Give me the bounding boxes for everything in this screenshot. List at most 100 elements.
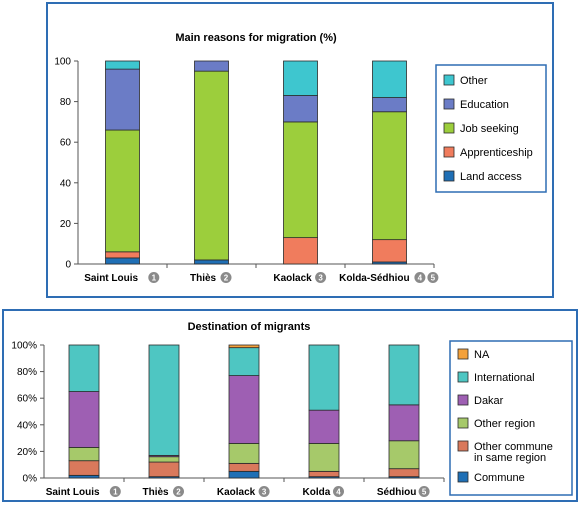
category-badge-1: 1 [148, 272, 160, 283]
bar-segment-other-saint-louis [105, 60, 140, 70]
y-tick-label: 40% [17, 420, 37, 431]
chart-title: Destination of migrants [188, 321, 311, 333]
bar-segment-international-saint-louis [68, 344, 100, 392]
badge-number: 3 [262, 488, 267, 497]
y-tick-label: 20% [17, 447, 37, 458]
chart-panel-destination: Destination of migrants 0% 20% 40% 60% 80% 100… [2, 309, 578, 502]
badge-number: 5 [431, 274, 436, 283]
y-tick-label: 100 [54, 57, 71, 68]
badge-circle [315, 272, 327, 283]
bar-segment-dakar-sedhiou [388, 404, 420, 442]
badge-number: 3 [318, 274, 323, 283]
y-tick-label: 80% [17, 367, 37, 378]
bar-segment-apprenticeship-kaolack [283, 237, 318, 265]
bar-segment-international-sedhiou [388, 344, 420, 406]
legend-label-other-commune-in-same-region: Other commune in same region [474, 441, 553, 464]
bar-segment-other-kolda-sedhiou [372, 60, 407, 98]
legend-swatch-education [443, 98, 455, 110]
bar-segment-international-kolda [308, 344, 340, 411]
x-category-label-kaolack: Kaolack [273, 273, 312, 284]
category-badge-3: 3 [258, 486, 270, 497]
bar-segment-other-region-sedhiou [388, 440, 420, 470]
bar-segment-other-commune-in-same-region-kolda [308, 470, 340, 478]
x-category-label-thies: Thiès [190, 273, 217, 284]
legend-swatch-other-commune-in-same-region [457, 440, 469, 452]
y-tick-label: 60% [17, 394, 37, 405]
bar-segment-dakar-kaolack [228, 375, 260, 444]
legend-swatch-dakar [457, 394, 469, 406]
bar-segment-commune-kaolack [228, 470, 260, 479]
badge-circle [220, 272, 232, 283]
legend: Other Education Job seeking Apprenticeship L… [435, 64, 547, 193]
y-tick-label: 20 [60, 219, 72, 230]
badge-number: 2 [176, 488, 181, 497]
bar-segment-education-kaolack [283, 95, 318, 123]
legend-label-dakar: Dakar [474, 395, 504, 407]
legend-label-international: International [474, 372, 535, 384]
legend-label-job-seeking: Job seeking [460, 123, 519, 135]
category-badge-5: 5 [418, 486, 430, 497]
legend: NA International Dakar Other region Other c… [449, 340, 573, 496]
bar-segment-international-kaolack [228, 347, 260, 376]
destination-chart: Destination of migrants 0% 20% 40% 60% 80% 100… [11, 321, 573, 498]
legend-swatch-other [443, 74, 455, 86]
bar-segment-education-thies [194, 60, 229, 72]
bar-segment-job-seeking-kolda-sedhiou [372, 111, 407, 241]
x-category-label-thies: Thiès [143, 487, 170, 498]
legend-label-other: Other [460, 75, 488, 87]
bar-segment-job-seeking-saint-louis [105, 129, 140, 253]
y-tick-label: 80 [60, 97, 72, 108]
category-badge-4: 4 [414, 272, 426, 283]
legend-swatch-apprenticeship [443, 146, 455, 158]
badge-number: 2 [224, 274, 229, 283]
badge-number: 4 [418, 274, 423, 283]
category-badge-4: 4 [333, 486, 344, 497]
badge-number: 1 [152, 274, 157, 283]
bar-segment-education-saint-louis [105, 68, 140, 131]
legend-swatch-land-access [443, 170, 455, 182]
legend-swatch-commune [457, 471, 469, 483]
bar-segment-other-commune-in-same-region-thies [148, 461, 180, 478]
bar-segment-other-commune-in-same-region-kaolack [228, 462, 260, 472]
y-tick-label: 40 [60, 178, 72, 189]
badge-circle [173, 486, 184, 497]
legend-label-other-region: Other region [474, 418, 535, 430]
bar-segment-other-region-kolda [308, 443, 340, 472]
bar-segment-land-access-saint-louis [105, 257, 140, 265]
legend-swatch-other-region [457, 417, 469, 429]
legend-label-apprenticeship: Apprenticeship [460, 147, 533, 159]
bar-segment-land-access-thies [194, 259, 229, 265]
bar-segment-education-kolda-sedhiou [372, 97, 407, 113]
bar-segment-apprenticeship-kolda-sedhiou [372, 239, 407, 263]
bar-segment-apprenticeship-saint-louis [105, 251, 140, 259]
legend-label-commune: Commune [474, 472, 525, 484]
badge-circle [148, 272, 160, 283]
bar-segment-other-kaolack [283, 60, 318, 96]
y-tick-label: 0% [23, 474, 38, 485]
legend-label-na: NA [474, 349, 490, 361]
x-category-label-kolda: Kolda [303, 487, 331, 498]
category-badge-1: 1 [109, 486, 121, 497]
y-tick-label: 100% [11, 341, 37, 352]
bar-segment-dakar-kolda [308, 409, 340, 444]
x-category-label-kaolack: Kaolack [217, 487, 256, 498]
badge-circle [414, 272, 426, 283]
x-category-label-kolda-sedhiou: Kolda-Sédhiou [339, 273, 410, 284]
chart-title: Main reasons for migration (%) [175, 32, 337, 44]
legend-label-education: Education [460, 99, 509, 111]
bar-segment-international-thies [148, 344, 180, 456]
y-tick-label: 0 [65, 260, 71, 271]
migration-reasons-chart: Main reasons for migration (%) 0 20 40 60 80 1… [54, 32, 547, 284]
bar-segment-other-region-kaolack [228, 443, 260, 464]
legend-swatch-job-seeking [443, 122, 455, 134]
category-badge-5: 5 [427, 272, 439, 283]
bar-segment-other-region-thies [148, 456, 180, 463]
badge-circle [427, 272, 439, 283]
category-badge-2: 2 [173, 486, 184, 497]
legend-swatch-na [457, 348, 469, 360]
x-category-label-sedhiou: Sédhiou [377, 487, 416, 498]
chart-panel-migration-reasons: Main reasons for migration (%) 0 20 40 60 80 1… [46, 2, 554, 298]
badge-number: 5 [422, 488, 427, 497]
bar-segment-other-commune-in-same-region-sedhiou [388, 468, 420, 478]
category-badge-2: 2 [220, 272, 232, 283]
